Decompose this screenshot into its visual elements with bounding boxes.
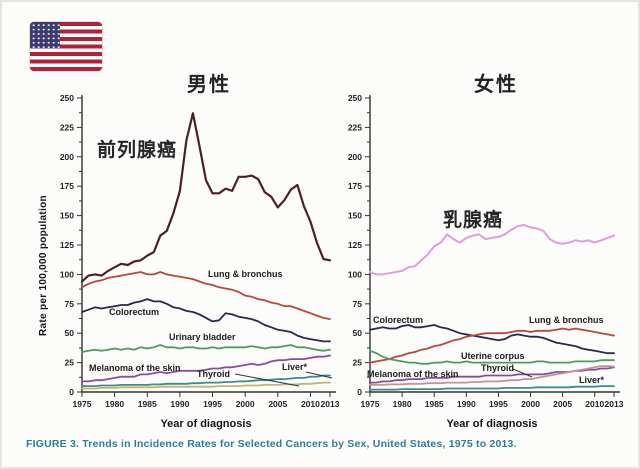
- male-series-label-2: Colorectum: [109, 307, 160, 317]
- female-axes: [369, 95, 620, 393]
- female-y-tick-label: 75: [353, 299, 363, 309]
- male-x-tick-label: 1985: [138, 399, 157, 409]
- male-series-line-1: [81, 271, 331, 321]
- male-panel-title: 男性: [187, 74, 231, 96]
- male-label-leader-1: [305, 371, 333, 379]
- female-y-tick-label: 50: [353, 328, 363, 338]
- male-x-tick-label: 1975: [73, 399, 92, 409]
- female-series-label-6: Liver*: [579, 375, 605, 385]
- male-y-tick-label: 0: [69, 387, 74, 397]
- male-series-label-1: Lung & bronchus: [208, 269, 283, 279]
- male-x-tick-label: 1995: [203, 399, 222, 409]
- female-y-tick-label: 0: [357, 387, 362, 397]
- male-series-label-3: Urinary bladder: [169, 332, 236, 342]
- male-series-label-0: 前列腺癌: [97, 140, 178, 161]
- male-x-tick-label: 2000: [236, 399, 255, 409]
- female-series-label-2: Lung & bronchus: [529, 315, 604, 325]
- female-y-tick-label: 100: [348, 269, 362, 279]
- female-y-tick-label: 225: [348, 122, 362, 132]
- us-flag-canton: [30, 22, 60, 49]
- male-x-tick-label: 2005: [268, 399, 287, 409]
- male-x-tick-label: 2013: [321, 399, 340, 409]
- male-y-tick-label: 125: [60, 240, 74, 250]
- female-series-label-4: Melanoma of the skin: [367, 369, 459, 379]
- male-y-tick-label: 75: [65, 299, 75, 309]
- figure-caption: FIGURE 3. Trends in Incidence Rates for …: [26, 438, 517, 450]
- male-series-label-6: Thyroid: [197, 369, 230, 379]
- female-x-tick-label: 1995: [489, 399, 508, 409]
- male-x-tick-label: 1990: [170, 399, 189, 409]
- female-series-line-3: [369, 349, 615, 365]
- female-y-tick-label: 200: [348, 152, 362, 162]
- male-y-tick-label: 175: [60, 181, 74, 191]
- female-series-line-0: [369, 224, 615, 276]
- female-x-tick-label: 1990: [457, 399, 476, 409]
- female-x-tick-label: 1985: [425, 399, 444, 409]
- female-x-tick-label: 2013: [605, 399, 624, 409]
- male-y-tick-label: 225: [60, 122, 74, 132]
- female-y-tick-label: 125: [348, 240, 362, 250]
- female-series-label-3: Uterine corpus: [461, 351, 525, 361]
- male-series-line-0: [80, 112, 332, 283]
- female-series-label-0: 乳腺癌: [443, 210, 504, 231]
- female-panel-title: 女性: [474, 74, 518, 96]
- female-y-tick-label: 25: [353, 358, 363, 368]
- female-series-line-2: [369, 327, 615, 364]
- female-x-tick-label: 2005: [553, 399, 572, 409]
- us-flag-icon: [30, 22, 102, 71]
- female-y-tick-label: 175: [348, 181, 362, 191]
- male-label-leader-0: [234, 373, 300, 387]
- female-series-line-1: [369, 324, 615, 355]
- male-series-label-4: Melanoma of the skin: [89, 363, 181, 373]
- female-x-tick-label: 2010: [585, 399, 604, 409]
- female-series-line-5: [369, 365, 615, 386]
- male-series-line-2: [81, 298, 331, 343]
- female-y-tick-label: 250: [348, 93, 362, 103]
- female-x-axis-label: Year of diagnosis: [446, 418, 538, 430]
- female-series-label-1: Colorectum: [373, 315, 424, 325]
- female-x-tick-label: 1975: [361, 399, 380, 409]
- male-y-tick-label: 200: [60, 152, 74, 162]
- male-y-tick-label: 150: [60, 211, 74, 221]
- male-y-tick-label: 50: [65, 328, 75, 338]
- female-y-tick-label: 150: [348, 211, 362, 221]
- male-series-line-3: [81, 344, 331, 353]
- male-series-label-5: Liver*: [282, 362, 308, 372]
- female-series-label-5: Thyroid: [481, 363, 514, 373]
- female-x-tick-label: 1980: [393, 399, 412, 409]
- male-x-tick-label: 2010: [301, 399, 320, 409]
- male-series-line-5: [81, 374, 331, 388]
- female-x-tick-label: 2000: [521, 399, 540, 409]
- male-y-tick-label: 100: [60, 269, 74, 279]
- female-series-line-6: [369, 385, 615, 391]
- male-x-axis-label: Year of diagnosis: [160, 418, 252, 430]
- male-x-tick-label: 1980: [105, 399, 124, 409]
- male-y-tick-label: 25: [65, 358, 75, 368]
- male-series-line-4: [81, 354, 331, 383]
- female-label-leader-0: [512, 368, 533, 378]
- male-y-tick-label: 250: [60, 93, 74, 103]
